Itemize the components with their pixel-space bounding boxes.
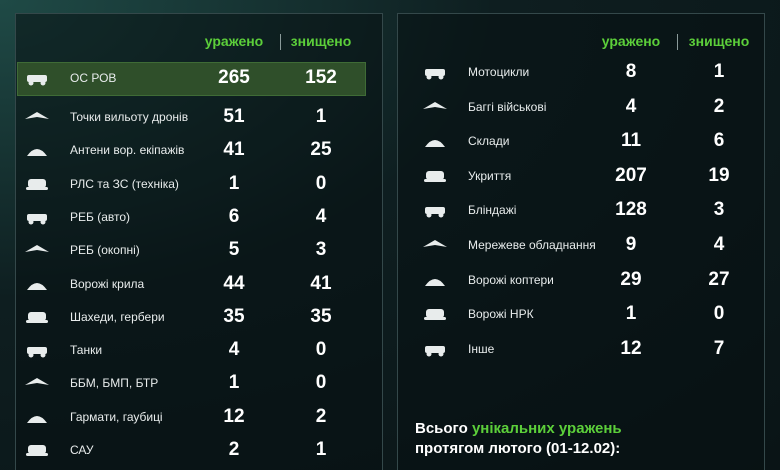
hit-value: 5 (228, 239, 240, 261)
icon (424, 309, 446, 321)
icon (27, 213, 47, 225)
footer-line1: Всього унікальних уражень (415, 420, 622, 437)
icon (425, 345, 445, 357)
column-header: уражено (204, 33, 264, 49)
destroyed-value: 1 (713, 61, 725, 82)
destroyed-value: 19 (708, 164, 730, 186)
destroyed-value: 3 (713, 199, 725, 221)
row-label: РЕБ (окопні) (70, 243, 140, 258)
hit-value: 11 (620, 130, 642, 152)
icon (27, 75, 47, 86)
row-highlight (17, 62, 366, 96)
icon (27, 415, 47, 423)
icon (423, 240, 447, 247)
destroyed-value: 7 (713, 337, 725, 359)
hit-value: 1 (228, 372, 240, 394)
hit-value: 12 (620, 337, 642, 359)
row-label: Мережеве обладнання (468, 238, 596, 252)
destroyed-value: 27 (708, 268, 730, 290)
hit-value: 4 (228, 339, 240, 361)
destroyed-value: 1 (315, 439, 327, 460)
footer-highlight: унікальних уражень (471, 420, 622, 437)
icon (26, 445, 48, 456)
icon (25, 245, 49, 253)
row-label: ББМ, БМП, БТР (70, 376, 159, 391)
destroyed-value: 6 (713, 130, 725, 152)
hit-value: 44 (223, 272, 245, 294)
destroyed-value: 3 (315, 239, 327, 261)
row-label: Точки вильоту дронів (70, 110, 189, 124)
icon (27, 347, 47, 358)
row-label: ОС РОВ (70, 71, 117, 85)
hit-value: 128 (615, 199, 647, 221)
row-label: Баггі військові (468, 99, 547, 114)
destroyed-value: 4 (713, 234, 725, 255)
column-header: знищено (290, 33, 352, 49)
destroyed-value: 2 (315, 405, 327, 427)
row-label: РЛС та ЗС (техніка) (70, 176, 179, 191)
icon (26, 178, 48, 190)
destroyed-value: 0 (315, 339, 327, 361)
hit-value: 1 (625, 303, 637, 325)
hit-value: 51 (223, 106, 245, 127)
icon (423, 101, 447, 109)
row-label: САУ (70, 443, 94, 457)
icon (424, 170, 446, 182)
row-label: Мотоцикли (468, 65, 530, 79)
hit-value: 1 (228, 172, 240, 194)
icon (25, 112, 49, 119)
destroyed-value: 41 (310, 272, 332, 294)
row-label: Ворожі крила (70, 276, 145, 291)
icon (26, 311, 48, 323)
row-label: Бліндажі (468, 203, 517, 218)
right-panel (397, 13, 765, 470)
destroyed-value: 0 (315, 172, 327, 194)
icon (27, 149, 47, 157)
row-label: Гармати, гаубиці (70, 409, 163, 424)
destroyed-value: 0 (713, 303, 725, 325)
row-label: РЕБ (авто) (70, 209, 131, 224)
footer-text: Всього (415, 420, 468, 437)
destroyed-value: 25 (310, 139, 332, 161)
hit-value: 35 (223, 305, 245, 327)
hit-value: 4 (625, 95, 637, 117)
hit-value: 9 (625, 234, 637, 255)
hit-value: 41 (223, 139, 245, 161)
header-separator (280, 34, 281, 50)
row-label: Інше (468, 341, 495, 356)
hit-value: 12 (223, 405, 245, 427)
row-label: Ворожі коптери (468, 272, 554, 287)
hit-value: 8 (625, 61, 637, 82)
icon (425, 278, 445, 286)
row-label: Склади (468, 134, 510, 149)
icon (425, 140, 445, 148)
row-label: Укриття (468, 168, 512, 183)
column-header: знищено (688, 33, 750, 49)
icon (27, 282, 47, 290)
column-header: уражено (601, 33, 661, 49)
destroyed-value: 35 (310, 305, 332, 327)
hit-value: 2 (228, 439, 240, 460)
row-label: Шахеди, гербери (70, 309, 165, 324)
hit-value: 6 (228, 205, 240, 227)
hit-value: 265 (218, 67, 250, 88)
row-label: Ворожі НРК (468, 307, 534, 322)
row-label: Антени вор. екіпажів (70, 143, 185, 158)
hit-value: 207 (615, 164, 647, 186)
icon (25, 378, 49, 386)
header-separator (677, 34, 678, 50)
destroyed-value: 0 (315, 372, 327, 394)
destroyed-value: 1 (315, 106, 327, 127)
icon (425, 207, 445, 218)
hit-value: 29 (620, 268, 642, 290)
destroyed-value: 2 (713, 95, 725, 117)
destroyed-value: 152 (305, 67, 337, 88)
icon (425, 69, 445, 80)
destroyed-value: 4 (315, 205, 327, 227)
footer-line2: протягом лютого (01-12.02): (415, 440, 621, 457)
row-label: Танки (70, 343, 103, 358)
